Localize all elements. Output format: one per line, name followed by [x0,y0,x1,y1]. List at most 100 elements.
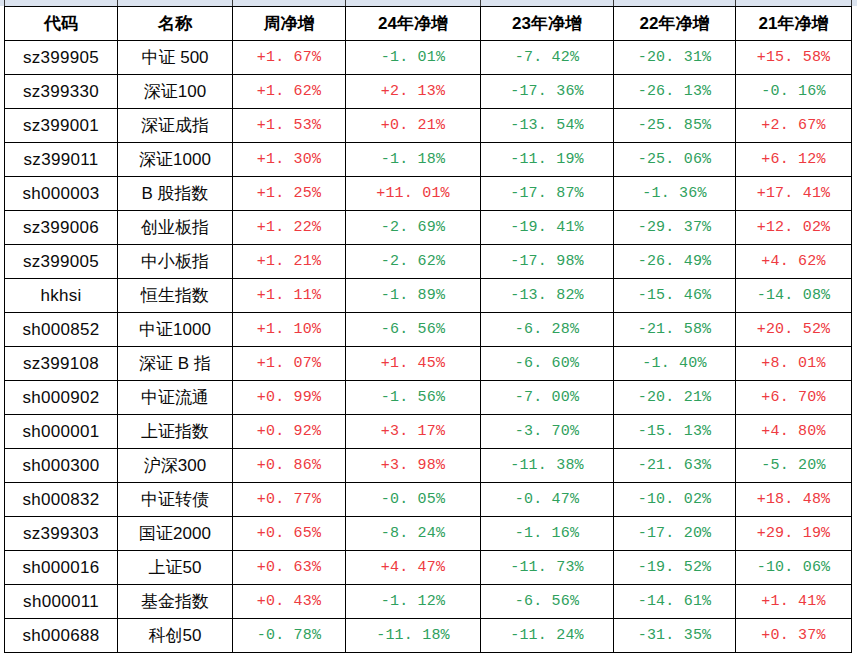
cell-name[interactable]: 创业板指 [118,211,233,245]
cell-value[interactable]: -1. 56% [346,381,481,415]
header-cell-0[interactable]: 代码 [5,7,118,41]
cell-value[interactable]: -11. 19% [481,143,614,177]
cell-value[interactable]: +1. 22% [233,211,346,245]
cell-value[interactable]: +18. 48% [736,483,852,517]
cell-code[interactable]: sz399011 [5,143,118,177]
cell-code[interactable]: sh000011 [5,585,118,619]
cell-name[interactable]: 中证流通 [118,381,233,415]
cell-name[interactable]: 上证50 [118,551,233,585]
cell-value[interactable]: -17. 36% [481,75,614,109]
cell-value[interactable]: +1. 41% [736,585,852,619]
cell-value[interactable]: -17. 87% [481,177,614,211]
cell-value[interactable]: -2. 62% [346,245,481,279]
cell-value[interactable]: +17. 41% [736,177,852,211]
cell-value[interactable]: -6. 28% [481,313,614,347]
cell-value[interactable]: -17. 20% [614,517,736,551]
header-cell-4[interactable]: 23年净增 [481,7,614,41]
cell-value[interactable]: +12. 02% [736,211,852,245]
cell-value[interactable]: +0. 99% [233,381,346,415]
header-cell-1[interactable]: 名称 [118,7,233,41]
cell-value[interactable]: +2. 13% [346,75,481,109]
cell-value[interactable]: +0. 65% [233,517,346,551]
cell-name[interactable]: 国证2000 [118,517,233,551]
header-cell-2[interactable]: 周净增 [233,7,346,41]
cell-value[interactable]: -21. 58% [614,313,736,347]
cell-code[interactable]: hkhsi [5,279,118,313]
cell-value[interactable]: +1. 67% [233,41,346,75]
cell-value[interactable]: -31. 35% [614,619,736,653]
cell-value[interactable]: -26. 49% [614,245,736,279]
cell-code[interactable]: sz399905 [5,41,118,75]
cell-code[interactable]: sz399108 [5,347,118,381]
cell-name[interactable]: 深证 B 指 [118,347,233,381]
cell-value[interactable]: +20. 52% [736,313,852,347]
cell-value[interactable]: +1. 10% [233,313,346,347]
cell-value[interactable]: +1. 11% [233,279,346,313]
cell-value[interactable]: -26. 13% [614,75,736,109]
cell-value[interactable]: -15. 46% [614,279,736,313]
cell-value[interactable]: +3. 98% [346,449,481,483]
cell-name[interactable]: 中证 500 [118,41,233,75]
cell-value[interactable]: +0. 63% [233,551,346,585]
cell-value[interactable]: -15. 13% [614,415,736,449]
cell-code[interactable]: sh000001 [5,415,118,449]
cell-value[interactable]: +29. 19% [736,517,852,551]
cell-value[interactable]: -1. 16% [481,517,614,551]
cell-value[interactable]: -13. 54% [481,109,614,143]
cell-name[interactable]: 深证成指 [118,109,233,143]
cell-value[interactable]: -19. 52% [614,551,736,585]
cell-value[interactable]: +6. 12% [736,143,852,177]
cell-value[interactable]: +1. 53% [233,109,346,143]
cell-code[interactable]: sh000003 [5,177,118,211]
cell-code[interactable]: sz399005 [5,245,118,279]
cell-value[interactable]: -10. 02% [614,483,736,517]
cell-name[interactable]: 恒生指数 [118,279,233,313]
cell-code[interactable]: sz399006 [5,211,118,245]
cell-value[interactable]: +2. 67% [736,109,852,143]
cell-name[interactable]: B 股指数 [118,177,233,211]
cell-value[interactable]: +1. 07% [233,347,346,381]
cell-value[interactable]: -10. 06% [736,551,852,585]
cell-name[interactable]: 沪深300 [118,449,233,483]
cell-value[interactable]: -25. 06% [614,143,736,177]
cell-value[interactable]: +1. 25% [233,177,346,211]
cell-value[interactable]: +1. 62% [233,75,346,109]
cell-value[interactable]: +1. 45% [346,347,481,381]
cell-value[interactable]: -0. 78% [233,619,346,653]
cell-value[interactable]: -1. 01% [346,41,481,75]
cell-value[interactable]: -11. 38% [481,449,614,483]
cell-name[interactable]: 上证指数 [118,415,233,449]
cell-code[interactable]: sh000300 [5,449,118,483]
cell-value[interactable]: -19. 41% [481,211,614,245]
cell-value[interactable]: +15. 58% [736,41,852,75]
cell-value[interactable]: -17. 98% [481,245,614,279]
cell-value[interactable]: -6. 60% [481,347,614,381]
cell-value[interactable]: -0. 05% [346,483,481,517]
cell-value[interactable]: +8. 01% [736,347,852,381]
cell-value[interactable]: +0. 77% [233,483,346,517]
cell-value[interactable]: -1. 40% [614,347,736,381]
header-cell-5[interactable]: 22年净增 [614,7,736,41]
cell-value[interactable]: -11. 18% [346,619,481,653]
cell-value[interactable]: -14. 08% [736,279,852,313]
cell-value[interactable]: -8. 24% [346,517,481,551]
cell-value[interactable]: +0. 86% [233,449,346,483]
cell-value[interactable]: +1. 30% [233,143,346,177]
cell-value[interactable]: -11. 73% [481,551,614,585]
cell-name[interactable]: 深证1000 [118,143,233,177]
cell-value[interactable]: +4. 62% [736,245,852,279]
cell-value[interactable]: -0. 16% [736,75,852,109]
header-cell-3[interactable]: 24年净增 [346,7,481,41]
cell-value[interactable]: -1. 18% [346,143,481,177]
cell-name[interactable]: 基金指数 [118,585,233,619]
cell-value[interactable]: -5. 20% [736,449,852,483]
cell-value[interactable]: +4. 47% [346,551,481,585]
cell-value[interactable]: -7. 00% [481,381,614,415]
header-cell-6[interactable]: 21年净增 [736,7,852,41]
cell-value[interactable]: +3. 17% [346,415,481,449]
cell-value[interactable]: +0. 92% [233,415,346,449]
cell-value[interactable]: +4. 80% [736,415,852,449]
cell-value[interactable]: -20. 21% [614,381,736,415]
cell-value[interactable]: +0. 43% [233,585,346,619]
cell-name[interactable]: 深证100 [118,75,233,109]
